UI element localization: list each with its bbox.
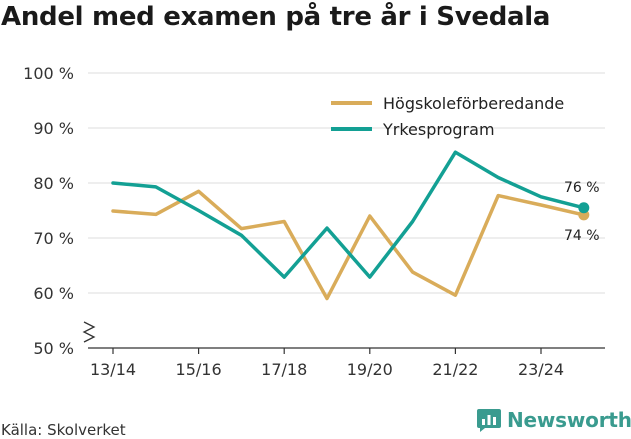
y-tick-label: 60 % <box>33 284 74 303</box>
x-tick-label: 19/20 <box>347 360 393 379</box>
brand-logo: Newsworthy <box>476 407 631 433</box>
x-tick-label: 17/18 <box>261 360 307 379</box>
y-tick-label: 80 % <box>33 174 74 193</box>
x-tick-label: 13/14 <box>90 360 136 379</box>
series-line-hogskoleforberedande <box>111 189 586 301</box>
x-tick-label: 23/24 <box>518 360 564 379</box>
y-tick-label: 90 % <box>33 119 74 138</box>
series-end-point <box>578 202 590 214</box>
axis-break-zigzag <box>82 321 96 343</box>
legend-entry: Yrkesprogram <box>382 120 495 139</box>
y-tick-label: 70 % <box>33 229 74 248</box>
y-tick-label: 50 % <box>33 339 74 358</box>
legend-entry: Högskoleförberedande <box>383 94 564 113</box>
source-note: Källa: Skolverket <box>1 421 126 439</box>
brand-name: Newsworthy <box>507 408 631 432</box>
newsworthy-logo-icon <box>477 409 501 432</box>
y-axis-break-icon <box>82 321 96 343</box>
legend: Högskoleförberedande Yrkesprogram <box>331 94 564 139</box>
y-axis: 50 % 60 % 70 % 80 % 90 % 100 % <box>23 64 74 358</box>
end-value-label: 76 % <box>564 180 600 196</box>
x-tick-label: 21/22 <box>432 360 478 379</box>
chart-title: Andel med examen på tre år i Svedala <box>1 2 551 32</box>
end-value-label: 74 % <box>564 228 600 244</box>
y-tick-label: 100 % <box>23 64 74 83</box>
x-axis: 13/14 15/16 17/18 19/20 21/22 23/24 <box>88 347 605 379</box>
series-line-yrkesprogram <box>111 150 586 279</box>
series-lines: 74 % 76 % <box>111 150 600 301</box>
x-tick-label: 15/16 <box>176 360 222 379</box>
